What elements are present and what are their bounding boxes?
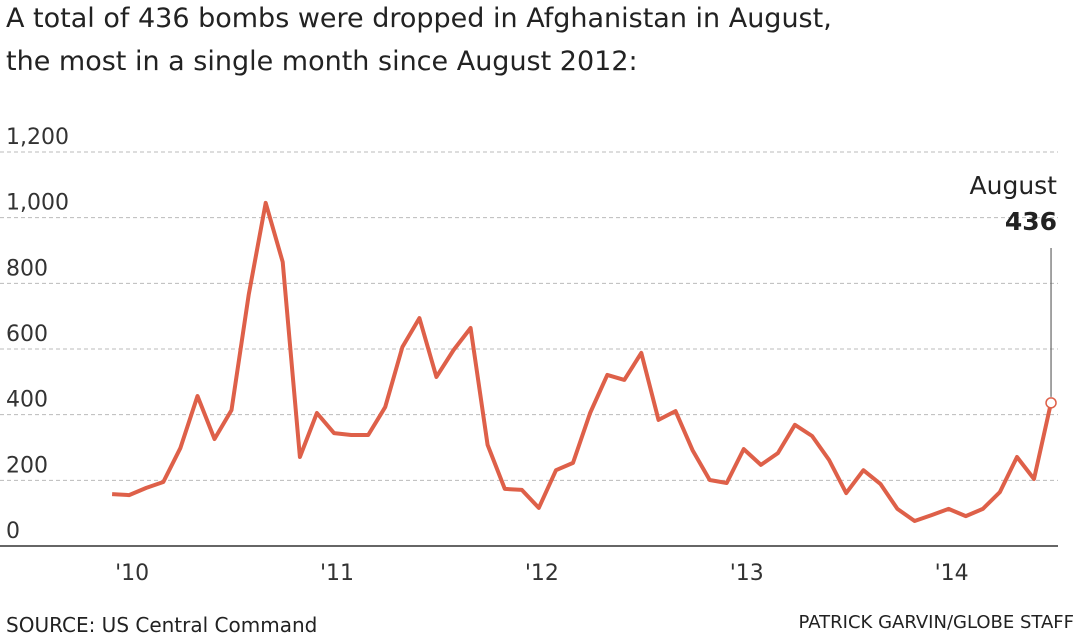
- chart-title: A total of 436 bombs were dropped in Afg…: [6, 3, 832, 34]
- credit: PATRICK GARVIN/GLOBE STAFF: [799, 612, 1074, 633]
- end-point: [1045, 397, 1057, 409]
- y-tick-label: 200: [6, 453, 48, 478]
- annotation-label: August: [970, 171, 1058, 200]
- x-tick-label: '12: [525, 561, 559, 586]
- y-tick-label: 1,200: [6, 125, 69, 150]
- chart-title: the most in a single month since August …: [6, 46, 638, 77]
- x-tick-label: '13: [730, 561, 764, 586]
- y-tick-label: 0: [6, 519, 20, 544]
- y-tick-label: 1,000: [6, 191, 69, 216]
- data-line: [111, 200, 1053, 523]
- annotation-value: 436: [1005, 207, 1057, 236]
- x-tick-label: '14: [935, 561, 969, 586]
- y-tick-label: 800: [6, 256, 48, 281]
- x-tick-label: '11: [320, 561, 354, 586]
- x-tick-label: '10: [115, 561, 149, 586]
- y-tick-label: 600: [6, 322, 48, 347]
- source: SOURCE: US Central Command: [6, 613, 317, 637]
- y-tick-label: 400: [6, 388, 48, 413]
